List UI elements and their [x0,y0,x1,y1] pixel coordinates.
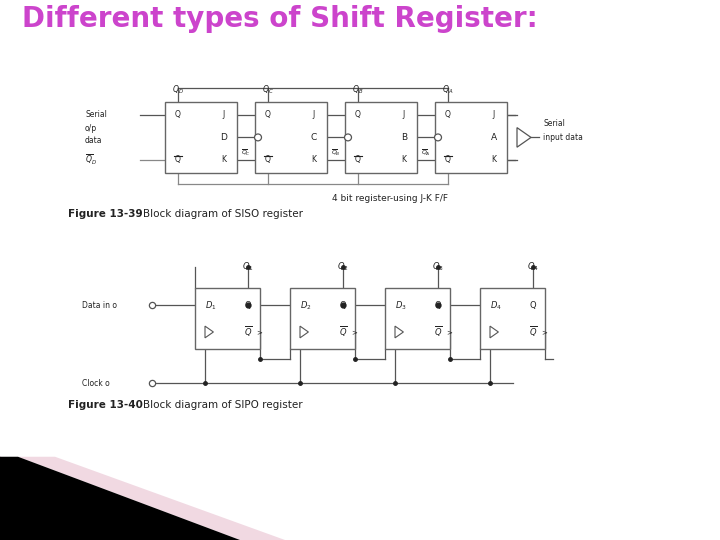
Text: $D_1$: $D_1$ [205,299,217,312]
Bar [290,288,355,349]
Text: Q: Q [245,301,251,310]
Bar [165,102,237,173]
Text: Figure 13-39: Figure 13-39 [68,209,143,219]
Text: $Q_4$: $Q_4$ [527,260,539,273]
Text: Q: Q [265,110,271,119]
Text: >: > [256,329,262,335]
Text: Clock o: Clock o [82,379,109,388]
Text: K: K [402,156,407,165]
Text: Q: Q [355,110,361,119]
Circle shape [344,134,351,141]
Text: $Q_A$: $Q_A$ [442,84,454,96]
Text: $\overline{Q}$: $\overline{Q}$ [243,325,252,340]
Bar [345,102,417,173]
Text: $Q_C$: $Q_C$ [262,84,274,96]
Text: Q: Q [445,110,451,119]
Text: K: K [312,156,317,165]
Text: B: B [401,133,407,142]
Text: data: data [85,136,102,145]
Text: Different types of Shift Register:: Different types of Shift Register: [22,5,538,32]
Circle shape [434,134,441,141]
Polygon shape [300,326,308,338]
Bar [385,288,450,349]
Circle shape [254,134,261,141]
Polygon shape [490,326,498,338]
Text: >: > [446,329,452,335]
Text: $Q_B$: $Q_B$ [352,84,364,96]
Text: $\overline{Q}_C$: $\overline{Q}_C$ [241,147,251,158]
Text: $D_4$: $D_4$ [490,299,502,312]
Text: $\overline{Q}$: $\overline{Q}$ [528,325,537,340]
Text: A: A [491,133,497,142]
Text: input data: input data [543,133,583,142]
Text: Serial: Serial [85,110,107,119]
Text: Figure 13-40: Figure 13-40 [68,400,143,410]
Bar [195,288,260,349]
Text: Q: Q [445,156,451,165]
Text: Q: Q [435,301,441,310]
Text: >: > [541,329,547,335]
Text: Q: Q [340,301,346,310]
Text: C: C [311,133,317,142]
Polygon shape [395,326,403,338]
Text: J: J [493,110,495,119]
Text: $D_2$: $D_2$ [300,299,312,312]
Text: D: D [220,133,228,142]
Text: Data in o: Data in o [82,301,117,310]
Text: Block diagram of SIPO register: Block diagram of SIPO register [130,400,302,410]
Text: J: J [403,110,405,119]
Text: $\overline{Q}_D$: $\overline{Q}_D$ [85,153,97,167]
Text: o/p: o/p [85,124,97,133]
Bar [435,102,507,173]
Text: Q: Q [175,110,181,119]
Polygon shape [517,127,531,147]
Text: $Q_1$: $Q_1$ [242,260,254,273]
Polygon shape [205,326,213,338]
Text: >: > [351,329,357,335]
Text: $\overline{Q}_A$: $\overline{Q}_A$ [421,147,431,158]
Polygon shape [0,457,240,540]
Text: $\overline{Q}$: $\overline{Q}$ [433,325,442,340]
Bar [480,288,545,349]
Text: J: J [313,110,315,119]
Text: K: K [492,156,497,165]
Polygon shape [0,457,230,540]
Text: $\overline{Q}$: $\overline{Q}$ [338,325,347,340]
Text: $\overline{Q}_B$: $\overline{Q}_B$ [331,147,341,158]
Text: Serial: Serial [543,119,565,128]
Text: $Q_D$: $Q_D$ [172,84,184,96]
Text: J: J [223,110,225,119]
Text: $Q_3$: $Q_3$ [432,260,444,273]
Text: Q: Q [265,156,271,165]
Text: Block diagram of SISO register: Block diagram of SISO register [130,209,303,219]
Polygon shape [18,457,285,540]
Text: K: K [222,156,227,165]
Bar [255,102,327,173]
Text: Q: Q [175,156,181,165]
Text: $D_3$: $D_3$ [395,299,407,312]
Text: $Q_2$: $Q_2$ [337,260,349,273]
Text: Q: Q [530,301,536,310]
Text: Q: Q [355,156,361,165]
Text: 4 bit register-using J-K F/F: 4 bit register-using J-K F/F [332,194,448,202]
